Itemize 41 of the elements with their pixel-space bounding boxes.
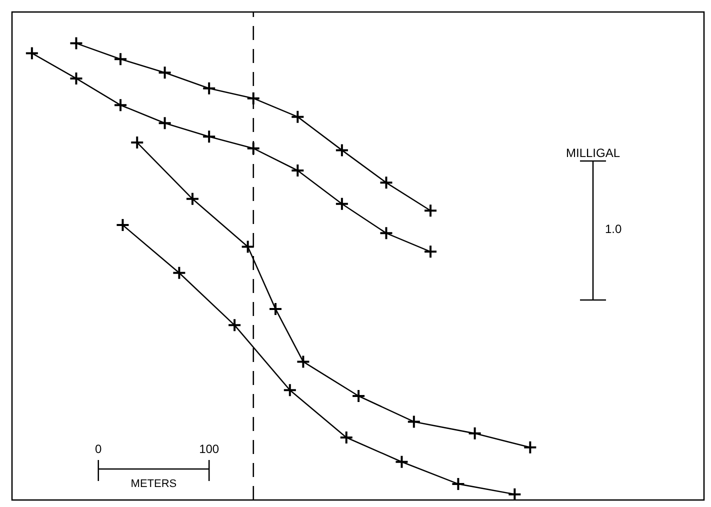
point [523,440,538,454]
x-tick-label: 0 [95,442,102,456]
point [451,476,466,491]
point [290,163,305,178]
point [334,143,349,158]
point [394,454,409,469]
point [296,354,310,369]
point [379,176,394,190]
point [172,266,186,280]
point [116,218,130,232]
point [202,130,216,144]
point [114,52,128,66]
point [508,487,522,500]
annotation: 1.0 [605,222,622,236]
point [114,98,128,112]
point [424,244,438,259]
point [246,141,260,156]
point [268,302,283,316]
point [352,388,366,403]
point [69,36,84,50]
point [240,240,255,254]
point [339,430,354,444]
x-axis-title: METERS [130,478,177,490]
point [424,204,438,218]
y-axis-title: MILLIGAL [566,146,620,160]
point [228,318,242,332]
point [379,226,394,240]
point [290,110,305,124]
point [185,192,200,206]
point [158,66,172,80]
x-tick-label: 100 [199,442,220,456]
point [282,383,297,398]
point [468,426,482,440]
point [406,414,421,429]
point [130,136,144,150]
point [246,91,260,106]
point [202,81,216,96]
point [69,71,84,86]
point [24,46,39,60]
point [158,116,172,130]
point [334,196,349,211]
